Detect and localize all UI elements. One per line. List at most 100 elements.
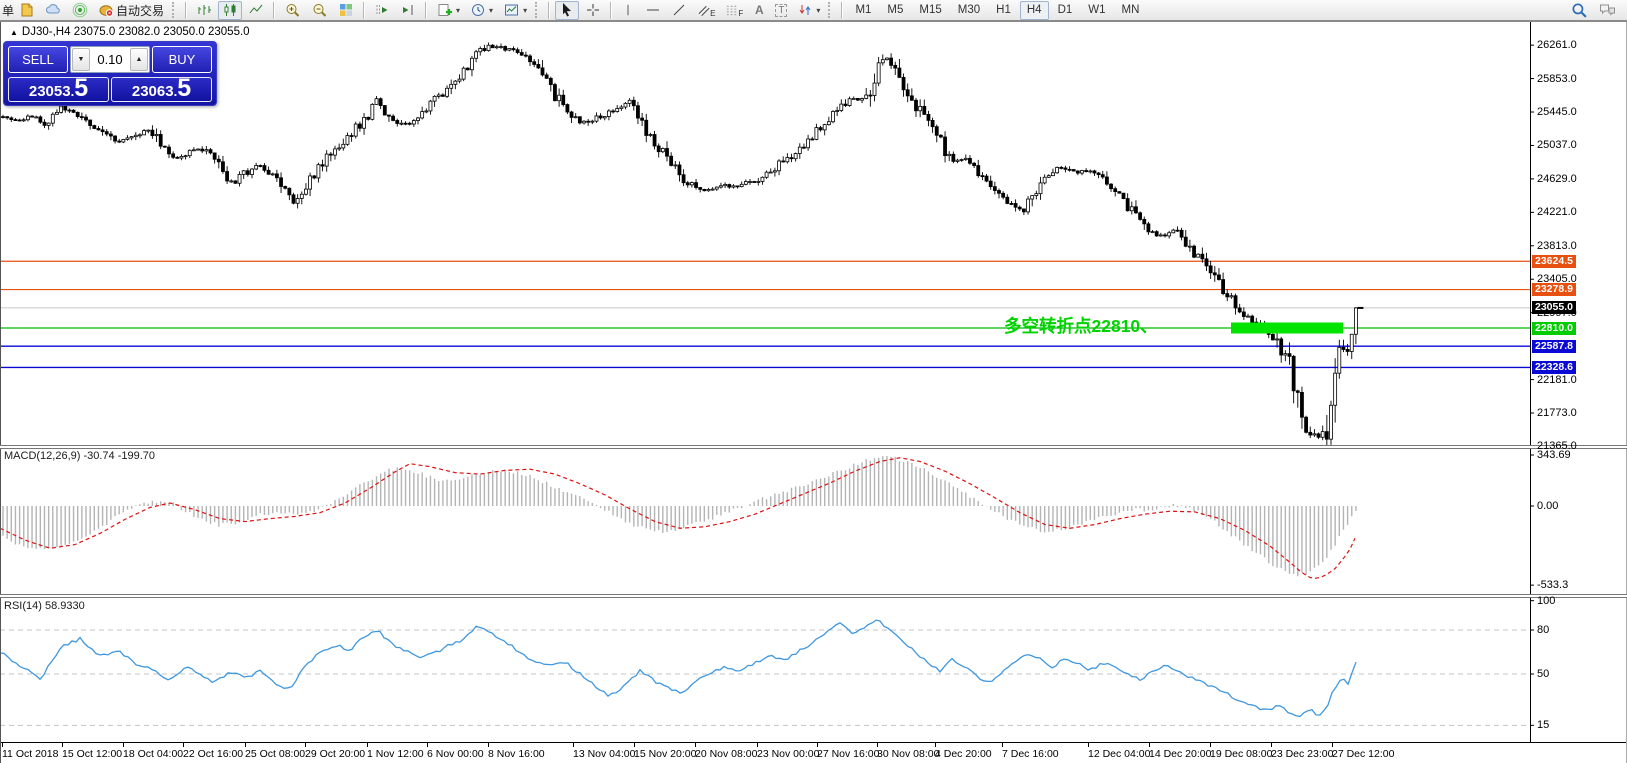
crosshair-tool-button[interactable]: [581, 1, 605, 20]
buy-price-frac: 5: [177, 74, 192, 102]
cursor-tool-button[interactable]: [555, 0, 580, 20]
price-axis-tick: 21773.0: [1537, 407, 1577, 419]
time-axis-label: 23 Nov 00:00: [757, 748, 820, 760]
sell-button[interactable]: SELL: [8, 46, 68, 73]
time-axis-label: 29 Oct 20:00: [305, 748, 366, 760]
timeframe-m1[interactable]: M1: [855, 4, 872, 16]
search-icon[interactable]: [1571, 2, 1588, 19]
fibonacci-letter: F: [738, 9, 744, 18]
sell-price-int: 23053: [28, 83, 71, 100]
price-tag: 23055.0: [1532, 301, 1576, 315]
new-order-icon-button[interactable]: [15, 1, 39, 20]
volume-increase-button[interactable]: ▲: [130, 48, 148, 71]
auto-scroll-button[interactable]: [370, 1, 394, 20]
rsi-axis-tick: 80: [1537, 623, 1550, 636]
time-axis-label: 19 Dec 08:00: [1210, 748, 1273, 760]
text-label-icon: T: [775, 3, 788, 17]
text-tool-icon: A: [754, 3, 764, 17]
timeframe-h1[interactable]: H1: [996, 4, 1011, 16]
timeframe-h4[interactable]: H4: [1019, 0, 1049, 20]
auto-trading-button[interactable]: 自动交易: [94, 1, 168, 20]
timeframe-mn[interactable]: MN: [1121, 4, 1140, 16]
toolbar-separator: [363, 1, 366, 19]
new-order-button[interactable]: 单: [2, 3, 15, 18]
time-axis-label: 12 Dec 04:00: [1088, 748, 1151, 760]
fibonacci-tool-button[interactable]: F: [721, 1, 747, 20]
tile-windows-button[interactable]: [334, 1, 358, 20]
toolbar-separator: [185, 1, 188, 19]
indicators-button[interactable]: ▾: [432, 1, 464, 20]
time-axis-label: 13 Nov 04:00: [573, 748, 636, 760]
price-axis-tick: 21365.0: [1537, 440, 1577, 453]
text-label-tool-button[interactable]: T: [771, 1, 791, 20]
fibonacci-icon: [727, 5, 739, 16]
equidistant-channel-icon: [698, 5, 710, 16]
channel-tool-button[interactable]: E: [693, 1, 719, 20]
macd-label: MACD(12,26,9) -30.74 -199.70: [4, 450, 156, 462]
time-axis-label: 27 Nov 16:00: [817, 748, 880, 760]
rsi-label: RSI(14) 58.9330: [4, 600, 85, 612]
buy-button[interactable]: BUY: [152, 46, 212, 73]
signal-icon: [72, 2, 88, 18]
time-axis-label: 25 Oct 08:00: [245, 748, 306, 760]
price-axis-tick: 23405.0: [1537, 273, 1577, 286]
text-tool-button[interactable]: A: [749, 1, 769, 20]
bar-chart-button[interactable]: [192, 1, 216, 20]
time-axis-label: 15 Nov 20:00: [634, 748, 697, 760]
rsi-pane[interactable]: [0, 597, 1530, 743]
market-watch-button[interactable]: [41, 1, 66, 20]
horizontal-line-icon: [647, 9, 660, 11]
toolbar-separator: [425, 1, 428, 19]
time-axis-label: 11 Oct 2018: [2, 748, 59, 760]
templates-button[interactable]: ▾: [499, 1, 531, 20]
gold-document-icon: [21, 3, 33, 17]
toolbar-separator: [610, 1, 613, 19]
time-axis-label: 20 Nov 08:00: [695, 748, 758, 760]
price-axis-tick: 24221.0: [1537, 206, 1577, 219]
timeframe-m15[interactable]: M15: [919, 4, 942, 16]
signal-button[interactable]: [68, 1, 92, 20]
clock-icon: [472, 4, 485, 16]
sell-price[interactable]: 23053. 5: [8, 76, 109, 102]
price-axis-tick: 25037.0: [1537, 139, 1577, 152]
periods-button[interactable]: ▾: [466, 1, 497, 20]
zoom-out-button[interactable]: [307, 1, 332, 20]
time-axis-label: 30 Nov 08:00: [877, 748, 940, 760]
buy-price[interactable]: 23063. 5: [111, 74, 212, 102]
trendline-tool-button[interactable]: [667, 1, 691, 20]
toolbar-grip: [535, 2, 541, 18]
pane-divider[interactable]: [0, 594, 1627, 598]
volume-decrease-button[interactable]: ▼: [72, 48, 90, 71]
up-triangle-icon: ▲: [10, 28, 18, 37]
horizontal-line-tool-button[interactable]: [641, 1, 665, 20]
arrows-tool-button[interactable]: ▾: [793, 1, 824, 20]
arrows-icon: [800, 5, 811, 15]
time-axis-label: 18 Oct 04:00: [123, 748, 184, 760]
sell-price-sep: .: [70, 84, 75, 99]
price-axis-tick: 24629.0: [1537, 172, 1577, 185]
timeframe-w1[interactable]: W1: [1088, 4, 1106, 16]
vertical-line-tool-button[interactable]: [617, 1, 639, 20]
macd-axis-tick: 0.00: [1537, 500, 1559, 512]
timeframe-group: M1 M5 M15 M30 H1 H4 D1 W1 MN: [847, 0, 1147, 20]
volume-input[interactable]: 0.10: [97, 52, 123, 67]
chart-shift-button[interactable]: [396, 1, 420, 20]
pane-divider[interactable]: [0, 445, 1627, 449]
line-chart-button[interactable]: [244, 1, 268, 20]
zoom-in-button[interactable]: [280, 1, 305, 20]
price-tag: 23278.9: [1532, 283, 1576, 297]
main-chart-pane[interactable]: [0, 22, 1530, 446]
macd-pane[interactable]: [0, 448, 1530, 595]
zoom-in-icon: [286, 4, 300, 17]
template-chart-icon: [505, 4, 519, 16]
one-click-trade-panel: SELL ▼ 0.10 ▲ BUY 23053. 5 23063. 5: [3, 41, 217, 106]
macd-axis-tick: 343.69: [1537, 449, 1571, 461]
candlestick-chart-button[interactable]: [218, 0, 243, 20]
time-axis-label: 6 Nov 00:00: [427, 748, 484, 760]
timeframe-m30[interactable]: M30: [957, 4, 981, 16]
chat-icon[interactable]: [1598, 2, 1617, 18]
crosshair-icon: [587, 4, 600, 16]
timeframe-d1[interactable]: D1: [1057, 4, 1073, 16]
zoom-out-icon: [313, 4, 327, 17]
timeframe-m5[interactable]: M5: [887, 4, 904, 16]
